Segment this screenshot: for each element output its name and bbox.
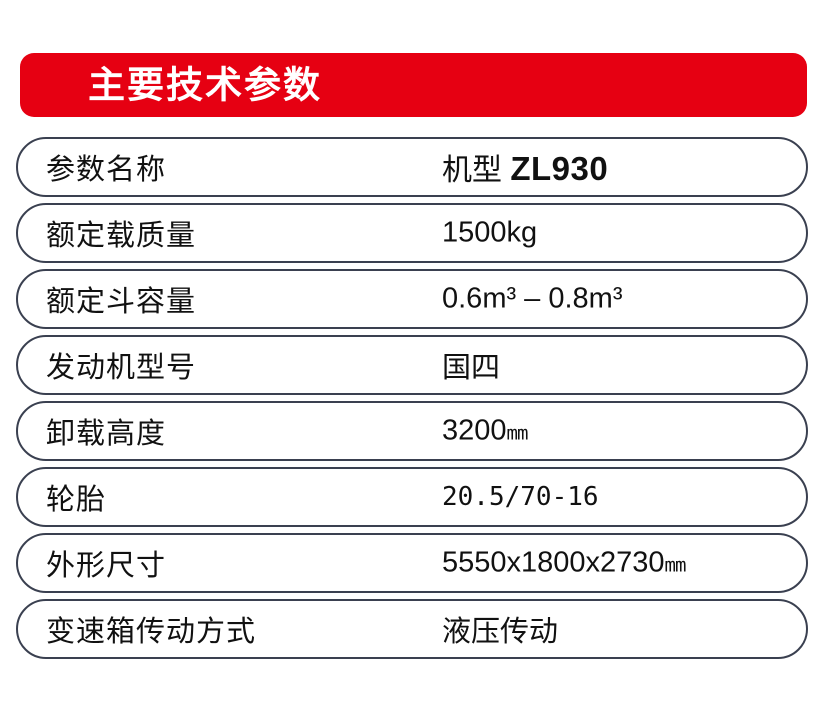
row-value: 机型 ZL930: [442, 145, 608, 189]
value-unit: mm: [506, 422, 529, 445]
row-label: 发动机型号: [46, 352, 197, 384]
row-value: 0.6m³ – 0.8m³: [442, 282, 623, 315]
table-row: 外形尺寸 5550x1800x2730mm: [16, 533, 808, 593]
row-label: 参数名称: [46, 154, 167, 186]
row-value: 1500kg: [442, 216, 538, 249]
row-label: 卸载高度: [46, 418, 167, 450]
row-label: 变速箱传动方式: [46, 616, 257, 648]
table-row: 额定斗容量 0.6m³ – 0.8m³: [16, 269, 808, 329]
value-unit: mm: [664, 554, 687, 577]
section-title: 主要技术参数: [88, 64, 322, 106]
model-code: ZL930: [510, 150, 609, 187]
row-label: 额定斗容量: [46, 286, 197, 318]
row-label: 轮胎: [46, 484, 107, 516]
table-row: 变速箱传动方式 液压传动: [16, 599, 808, 659]
row-value: 5550x1800x2730mm: [442, 546, 687, 580]
table-row: 额定载质量 1500kg: [16, 203, 808, 263]
value-number: 5550x1800x2730: [442, 546, 665, 579]
table-row: 卸载高度 3200mm: [16, 401, 808, 461]
section-header-banner: 主要技术参数: [20, 53, 807, 117]
row-label: 额定载质量: [46, 220, 197, 252]
row-value: 液压传动: [442, 616, 559, 648]
model-prefix: 机型: [442, 154, 511, 187]
row-value: 20.5/70-16: [442, 482, 599, 512]
value-number: 3200: [442, 414, 507, 447]
row-label: 外形尺寸: [46, 550, 167, 582]
row-value: 国四: [442, 352, 501, 384]
specifications-table: 参数名称 机型 ZL930 额定载质量 1500kg 额定斗容量 0.6m³ –…: [16, 137, 808, 659]
table-row: 发动机型号 国四: [16, 335, 808, 395]
table-row: 轮胎 20.5/70-16: [16, 467, 808, 527]
row-value: 3200mm: [442, 414, 529, 448]
table-row: 参数名称 机型 ZL930: [16, 137, 808, 197]
